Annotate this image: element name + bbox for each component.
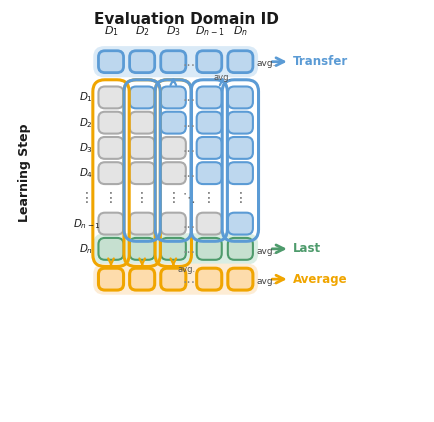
Text: Learning Step: Learning Step: [18, 124, 31, 222]
FancyBboxPatch shape: [228, 51, 253, 73]
FancyBboxPatch shape: [228, 162, 253, 184]
FancyBboxPatch shape: [130, 137, 155, 159]
FancyBboxPatch shape: [228, 137, 253, 159]
FancyBboxPatch shape: [228, 268, 253, 290]
FancyBboxPatch shape: [130, 162, 155, 184]
Text: ...: ...: [182, 116, 195, 130]
FancyBboxPatch shape: [228, 213, 253, 235]
Text: $D_2$: $D_2$: [79, 116, 93, 130]
FancyBboxPatch shape: [228, 87, 253, 108]
Text: ⋮: ⋮: [202, 192, 216, 206]
Text: $D_n$: $D_n$: [79, 242, 93, 256]
Text: ⋱: ⋱: [183, 192, 195, 205]
Text: ⋮: ⋮: [233, 192, 247, 206]
FancyBboxPatch shape: [228, 112, 253, 134]
FancyBboxPatch shape: [130, 238, 155, 260]
Text: ⋮: ⋮: [166, 192, 180, 206]
Text: ⋮: ⋮: [79, 192, 93, 206]
Text: $D_1$: $D_1$: [104, 24, 118, 38]
Text: avg.: avg.: [256, 277, 276, 286]
FancyBboxPatch shape: [197, 213, 222, 235]
Text: Transfer: Transfer: [293, 55, 349, 68]
Text: Evaluation Domain ID: Evaluation Domain ID: [94, 12, 279, 27]
FancyBboxPatch shape: [197, 51, 222, 73]
Text: ...: ...: [182, 141, 195, 155]
Text: $D_{n-1}$: $D_{n-1}$: [194, 24, 224, 38]
FancyBboxPatch shape: [99, 213, 124, 235]
Text: $D_2$: $D_2$: [135, 24, 149, 38]
FancyBboxPatch shape: [130, 112, 155, 134]
Text: ...: ...: [182, 242, 195, 256]
FancyBboxPatch shape: [99, 87, 124, 108]
Text: $D_n$: $D_n$: [233, 24, 248, 38]
Text: ...: ...: [182, 216, 195, 230]
Text: Last: Last: [293, 242, 321, 255]
Text: Average: Average: [293, 273, 348, 286]
FancyBboxPatch shape: [93, 233, 258, 265]
Text: ⋮: ⋮: [135, 192, 149, 206]
FancyBboxPatch shape: [161, 112, 186, 134]
Text: ...: ...: [182, 166, 195, 180]
FancyBboxPatch shape: [161, 213, 186, 235]
FancyBboxPatch shape: [228, 238, 253, 260]
FancyBboxPatch shape: [161, 51, 186, 73]
FancyBboxPatch shape: [93, 264, 258, 295]
FancyBboxPatch shape: [99, 51, 124, 73]
FancyBboxPatch shape: [99, 112, 124, 134]
FancyBboxPatch shape: [99, 137, 124, 159]
FancyBboxPatch shape: [130, 268, 155, 290]
FancyBboxPatch shape: [161, 87, 186, 108]
FancyBboxPatch shape: [99, 162, 124, 184]
FancyBboxPatch shape: [197, 87, 222, 108]
Text: $D_1$: $D_1$: [79, 91, 93, 104]
FancyBboxPatch shape: [197, 112, 222, 134]
FancyBboxPatch shape: [130, 213, 155, 235]
FancyBboxPatch shape: [197, 137, 222, 159]
FancyBboxPatch shape: [99, 268, 124, 290]
FancyBboxPatch shape: [161, 162, 186, 184]
Text: avg.: avg.: [177, 265, 195, 273]
Text: $D_4$: $D_4$: [79, 166, 93, 180]
Text: avg.: avg.: [214, 73, 232, 82]
Text: avg.: avg.: [256, 59, 276, 68]
Text: $D_3$: $D_3$: [166, 24, 181, 38]
FancyBboxPatch shape: [130, 51, 155, 73]
FancyBboxPatch shape: [161, 268, 186, 290]
FancyBboxPatch shape: [99, 238, 124, 260]
Text: ...: ...: [182, 55, 195, 69]
Text: avg.: avg.: [256, 247, 276, 256]
FancyBboxPatch shape: [93, 46, 258, 77]
FancyBboxPatch shape: [197, 238, 222, 260]
Text: ...: ...: [182, 90, 195, 104]
FancyBboxPatch shape: [197, 162, 222, 184]
FancyBboxPatch shape: [197, 268, 222, 290]
FancyBboxPatch shape: [161, 238, 186, 260]
Text: ...: ...: [182, 272, 195, 286]
Text: $D_{n-1}$: $D_{n-1}$: [72, 217, 100, 230]
FancyBboxPatch shape: [130, 87, 155, 108]
Text: $D_3$: $D_3$: [79, 141, 93, 155]
FancyBboxPatch shape: [161, 137, 186, 159]
Text: ⋮: ⋮: [104, 192, 118, 206]
